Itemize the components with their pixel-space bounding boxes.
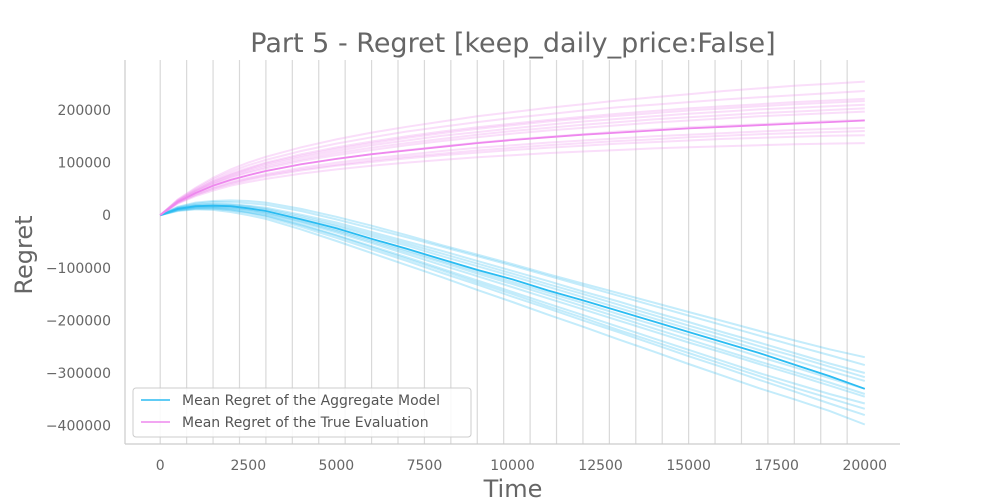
- x-tick-labels: 0 2500 5000 7500 10000 12500 15000 17500 20000: [156, 458, 887, 474]
- series-0-run-line: [159, 207, 866, 410]
- series-1-mean-line: [159, 119, 865, 216]
- y-tick-label: −100000: [46, 261, 111, 277]
- y-tick-label: −400000: [46, 419, 111, 435]
- x-tick-label: 12500: [578, 458, 623, 474]
- series-1-run-line: [159, 103, 865, 216]
- x-tick-label: 20000: [842, 458, 887, 474]
- series-0-run-line: [159, 207, 866, 417]
- series-1-run-line: [159, 134, 865, 217]
- series-1-run-line: [159, 90, 865, 216]
- series-0-run-line: [159, 203, 866, 379]
- series-1-run-line: [159, 142, 865, 217]
- x-tick-label: 2500: [230, 458, 266, 474]
- series-0-run-line: [159, 201, 866, 367]
- legend-label-true-evaluation: Mean Regret of the True Evaluation: [182, 415, 429, 431]
- series-0-run-line: [159, 206, 866, 405]
- axes: [124, 60, 900, 445]
- series-1-run-line: [159, 130, 865, 217]
- series-1-run-line: [159, 110, 865, 216]
- series-0-mean-line: [159, 204, 866, 390]
- x-tick-label: 5000: [319, 458, 355, 474]
- mean-lines: [159, 119, 866, 390]
- y-tick-label: 200000: [58, 103, 111, 119]
- series-0-run-line: [159, 206, 866, 398]
- series-0-run-line: [159, 205, 866, 395]
- y-tick-label: −300000: [46, 366, 111, 382]
- y-tick-label: 0: [102, 208, 111, 224]
- legend-label-aggregate: Mean Regret of the Aggregate Model: [182, 393, 440, 409]
- x-tick-label: 17500: [754, 458, 799, 474]
- x-axis-label: Time: [483, 475, 543, 500]
- x-tick-label: 10000: [490, 458, 535, 474]
- individual-runs: [159, 80, 866, 426]
- series-1-run-line: [159, 80, 865, 216]
- series-0-run-line: [159, 208, 866, 426]
- x-tick-label: 7500: [407, 458, 443, 474]
- chart-title: Part 5 - Regret [keep_daily_price:False]: [250, 28, 775, 59]
- series-1-run-line: [159, 126, 865, 217]
- series-1-run-line: [159, 100, 865, 216]
- x-tick-label: 15000: [666, 458, 711, 474]
- series-0-run-line: [159, 199, 866, 359]
- y-tick-labels: −400000 −300000 −200000 −100000 0 100000 20000…: [46, 103, 111, 435]
- y-tick-label: 100000: [58, 156, 111, 172]
- series-0-run-line: [159, 205, 866, 390]
- vertical-gridlines: [159, 60, 848, 444]
- legend: Mean Regret of the Aggregate Model Mean …: [132, 387, 472, 438]
- x-tick-label: 0: [156, 458, 165, 474]
- series-1-run-line: [159, 107, 865, 216]
- y-tick-label: −200000: [46, 313, 111, 329]
- series-1-run-line: [159, 97, 865, 216]
- y-axis-label: Regret: [10, 215, 38, 294]
- legend-box: [132, 387, 472, 438]
- series-0-run-line: [159, 202, 866, 374]
